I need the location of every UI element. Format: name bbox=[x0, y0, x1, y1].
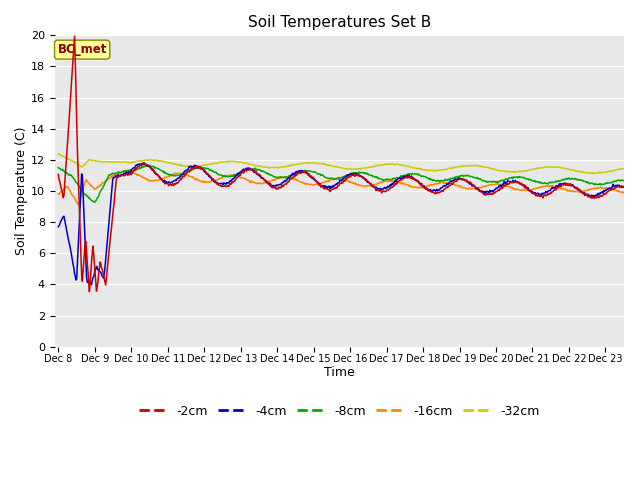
Y-axis label: Soil Temperature (C): Soil Temperature (C) bbox=[15, 127, 28, 255]
Legend: -2cm, -4cm, -8cm, -16cm, -32cm: -2cm, -4cm, -8cm, -16cm, -32cm bbox=[134, 400, 545, 423]
Title: Soil Temperatures Set B: Soil Temperatures Set B bbox=[248, 15, 431, 30]
X-axis label: Time: Time bbox=[324, 366, 355, 379]
Text: BC_met: BC_met bbox=[58, 43, 107, 56]
